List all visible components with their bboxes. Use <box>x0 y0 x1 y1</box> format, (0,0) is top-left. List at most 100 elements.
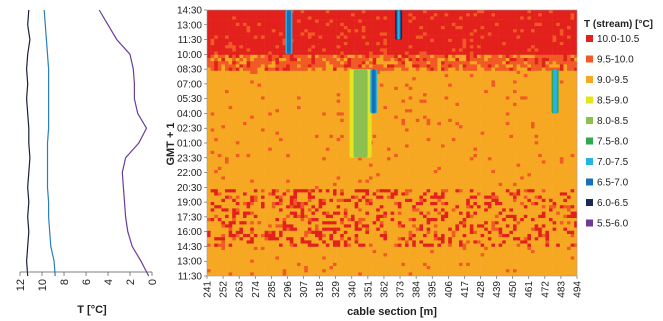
heatmap-cell <box>225 118 229 123</box>
heatmap-cell <box>444 48 449 52</box>
heatmap-cell <box>390 26 395 30</box>
heatmap-cell <box>405 29 409 33</box>
heatmap-cell <box>415 96 420 100</box>
heatmap-cell <box>268 128 273 132</box>
heatmap-cell <box>329 13 334 17</box>
heatmap-cell <box>495 150 499 155</box>
heatmap-cell <box>207 106 211 110</box>
heatmap-cell <box>527 48 532 52</box>
heatmap-cell <box>322 16 327 20</box>
heatmap-cell <box>531 150 535 155</box>
heatmap-cell <box>462 125 467 129</box>
heatmap-cell <box>531 99 535 104</box>
heatmap-cell <box>379 83 384 88</box>
heatmap-cell <box>318 64 323 68</box>
heatmap-cell <box>419 96 424 100</box>
heatmap-cell <box>415 118 420 123</box>
heatmap-cell <box>495 96 499 100</box>
heatmap-cell <box>484 54 489 59</box>
heatmap-cell <box>333 64 337 68</box>
heatmap-cell <box>462 112 467 116</box>
heatmap-cell <box>498 58 503 62</box>
heatmap-cell <box>376 122 381 126</box>
heatmap-cell <box>329 125 334 129</box>
heatmap-cell <box>250 38 255 43</box>
heatmap-cell <box>333 134 337 139</box>
heatmap-cell <box>541 26 546 30</box>
heatmap-cell <box>520 64 525 68</box>
heatmap-cell <box>329 26 334 30</box>
heatmap-cell <box>534 112 539 116</box>
heatmap-cell <box>300 128 305 132</box>
heatmap-cell <box>426 64 431 68</box>
heatmap-cell <box>387 154 391 158</box>
heatmap-cell <box>466 125 471 129</box>
heatmap-cell <box>300 90 305 94</box>
heatmap-cell <box>419 19 424 24</box>
heatmap-cell <box>477 141 481 145</box>
heatmap-cell <box>495 80 499 84</box>
heatmap-cell <box>451 54 456 59</box>
heatmap-cell <box>505 141 510 145</box>
heatmap-cell <box>333 157 337 161</box>
heatmap-cell <box>307 77 312 81</box>
heatmap-cell <box>333 67 337 72</box>
heatmap-cell <box>239 51 244 56</box>
heatmap-cell <box>531 42 535 46</box>
heatmap-cell <box>228 70 233 75</box>
heatmap-cell <box>455 150 460 155</box>
heatmap-cell <box>307 144 312 148</box>
heatmap-cell <box>502 93 507 97</box>
heatmap-cell <box>469 58 474 62</box>
heatmap-cell <box>574 109 577 113</box>
heatmap-cell <box>275 64 280 68</box>
heatmap-cell <box>563 134 568 139</box>
heatmap-cell <box>243 93 247 97</box>
heatmap-cell <box>207 51 211 56</box>
heatmap-cell <box>419 61 424 65</box>
heatmap-cell <box>574 13 577 17</box>
heatmap-cell <box>268 144 273 148</box>
heatmap-cell <box>480 106 485 110</box>
heatmap-cell <box>498 102 503 107</box>
heatmap-cell <box>369 29 373 33</box>
heatmap-cell <box>484 106 489 110</box>
heatmap-cell <box>419 150 424 155</box>
heatmap-cell <box>304 45 309 49</box>
heatmap-cell <box>235 112 240 116</box>
heatmap-cell <box>214 134 219 139</box>
heatmap-cell <box>462 51 467 56</box>
heatmap-cell <box>343 122 348 126</box>
heatmap-cell <box>466 86 471 91</box>
heatmap-cell <box>549 16 553 20</box>
heatmap-cell <box>509 154 514 158</box>
heatmap-cell <box>433 10 438 14</box>
heatmap-cell <box>225 77 229 81</box>
heatmap-cell <box>527 35 532 40</box>
heatmap-cell <box>390 138 395 142</box>
heatmap-cell <box>210 83 215 88</box>
heatmap-cell <box>473 150 478 155</box>
heatmap-cell <box>322 154 327 158</box>
heatmap-cell <box>246 160 251 164</box>
heatmap-cell <box>437 48 442 52</box>
heatmap-cell <box>423 150 427 155</box>
heatmap-cell <box>307 51 312 56</box>
heatmap-cell <box>228 35 233 40</box>
heatmap-cell <box>405 118 409 123</box>
heatmap-cell <box>448 77 453 81</box>
heatmap-cell <box>253 74 258 78</box>
heatmap-cell <box>311 134 316 139</box>
heatmap-cell <box>495 54 499 59</box>
heatmap-cell <box>466 118 471 123</box>
heatmap-cell <box>491 99 496 104</box>
heatmap-cell <box>541 150 546 155</box>
heatmap-cell <box>401 35 406 40</box>
heatmap-cell <box>257 131 262 136</box>
heatmap-cell <box>556 160 561 164</box>
heatmap-cell <box>480 16 485 20</box>
heatmap-cell <box>397 77 402 81</box>
heatmap-cell <box>347 10 352 14</box>
heatmap-cell <box>527 134 532 139</box>
heatmap-cell <box>541 54 546 59</box>
